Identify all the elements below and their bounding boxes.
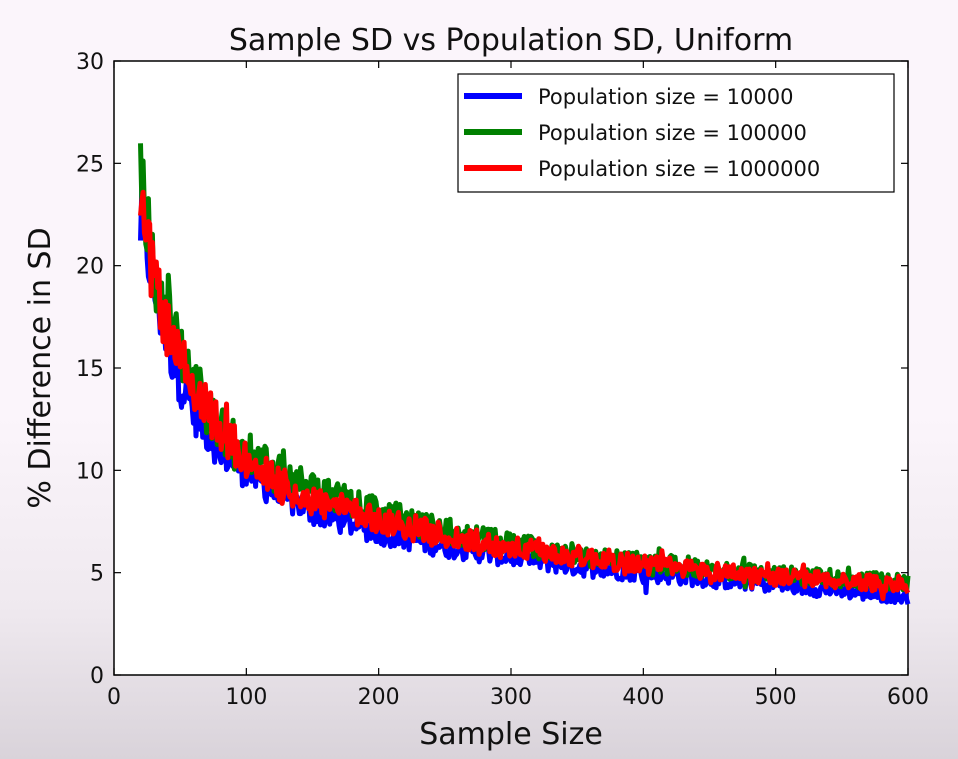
series-line-1000000 [138,189,911,602]
y-tick-label-10: 10 [76,459,104,484]
ticks-layer: 0 100 200 300 400 500 600 0 5 10 15 20 25 30 [76,50,929,710]
y-axis-label: % Difference in SD [23,227,58,508]
legend-box [457,73,895,193]
legend-label-1000000: Population size = 1000000 [538,157,820,181]
x-tick-label-100: 100 [225,685,267,710]
y-tick-label-30: 30 [76,50,104,75]
y-tick-label-20: 20 [76,255,104,280]
y-tick-label-5: 5 [90,562,104,587]
x-tick-label-200: 200 [358,685,400,710]
x-tick-label-600: 600 [887,685,929,710]
y-tick-label-15: 15 [76,357,104,382]
x-tick-label-0: 0 [107,685,121,710]
x-tick-label-500: 500 [755,685,797,710]
x-axis-label: Sample Size [419,717,603,752]
x-tick-label-300: 300 [490,685,532,710]
legend-label-100000: Population size = 100000 [538,121,807,145]
legend-label-10000: Population size = 10000 [538,85,793,109]
chart-title: Sample SD vs Population SD, Uniform [229,23,793,58]
series-layer [138,143,911,605]
y-tick-label-0: 0 [90,664,104,689]
y-tick-label-25: 25 [76,152,104,177]
legend: Population size = 10000 Population size … [457,73,895,193]
x-tick-label-400: 400 [622,685,664,710]
